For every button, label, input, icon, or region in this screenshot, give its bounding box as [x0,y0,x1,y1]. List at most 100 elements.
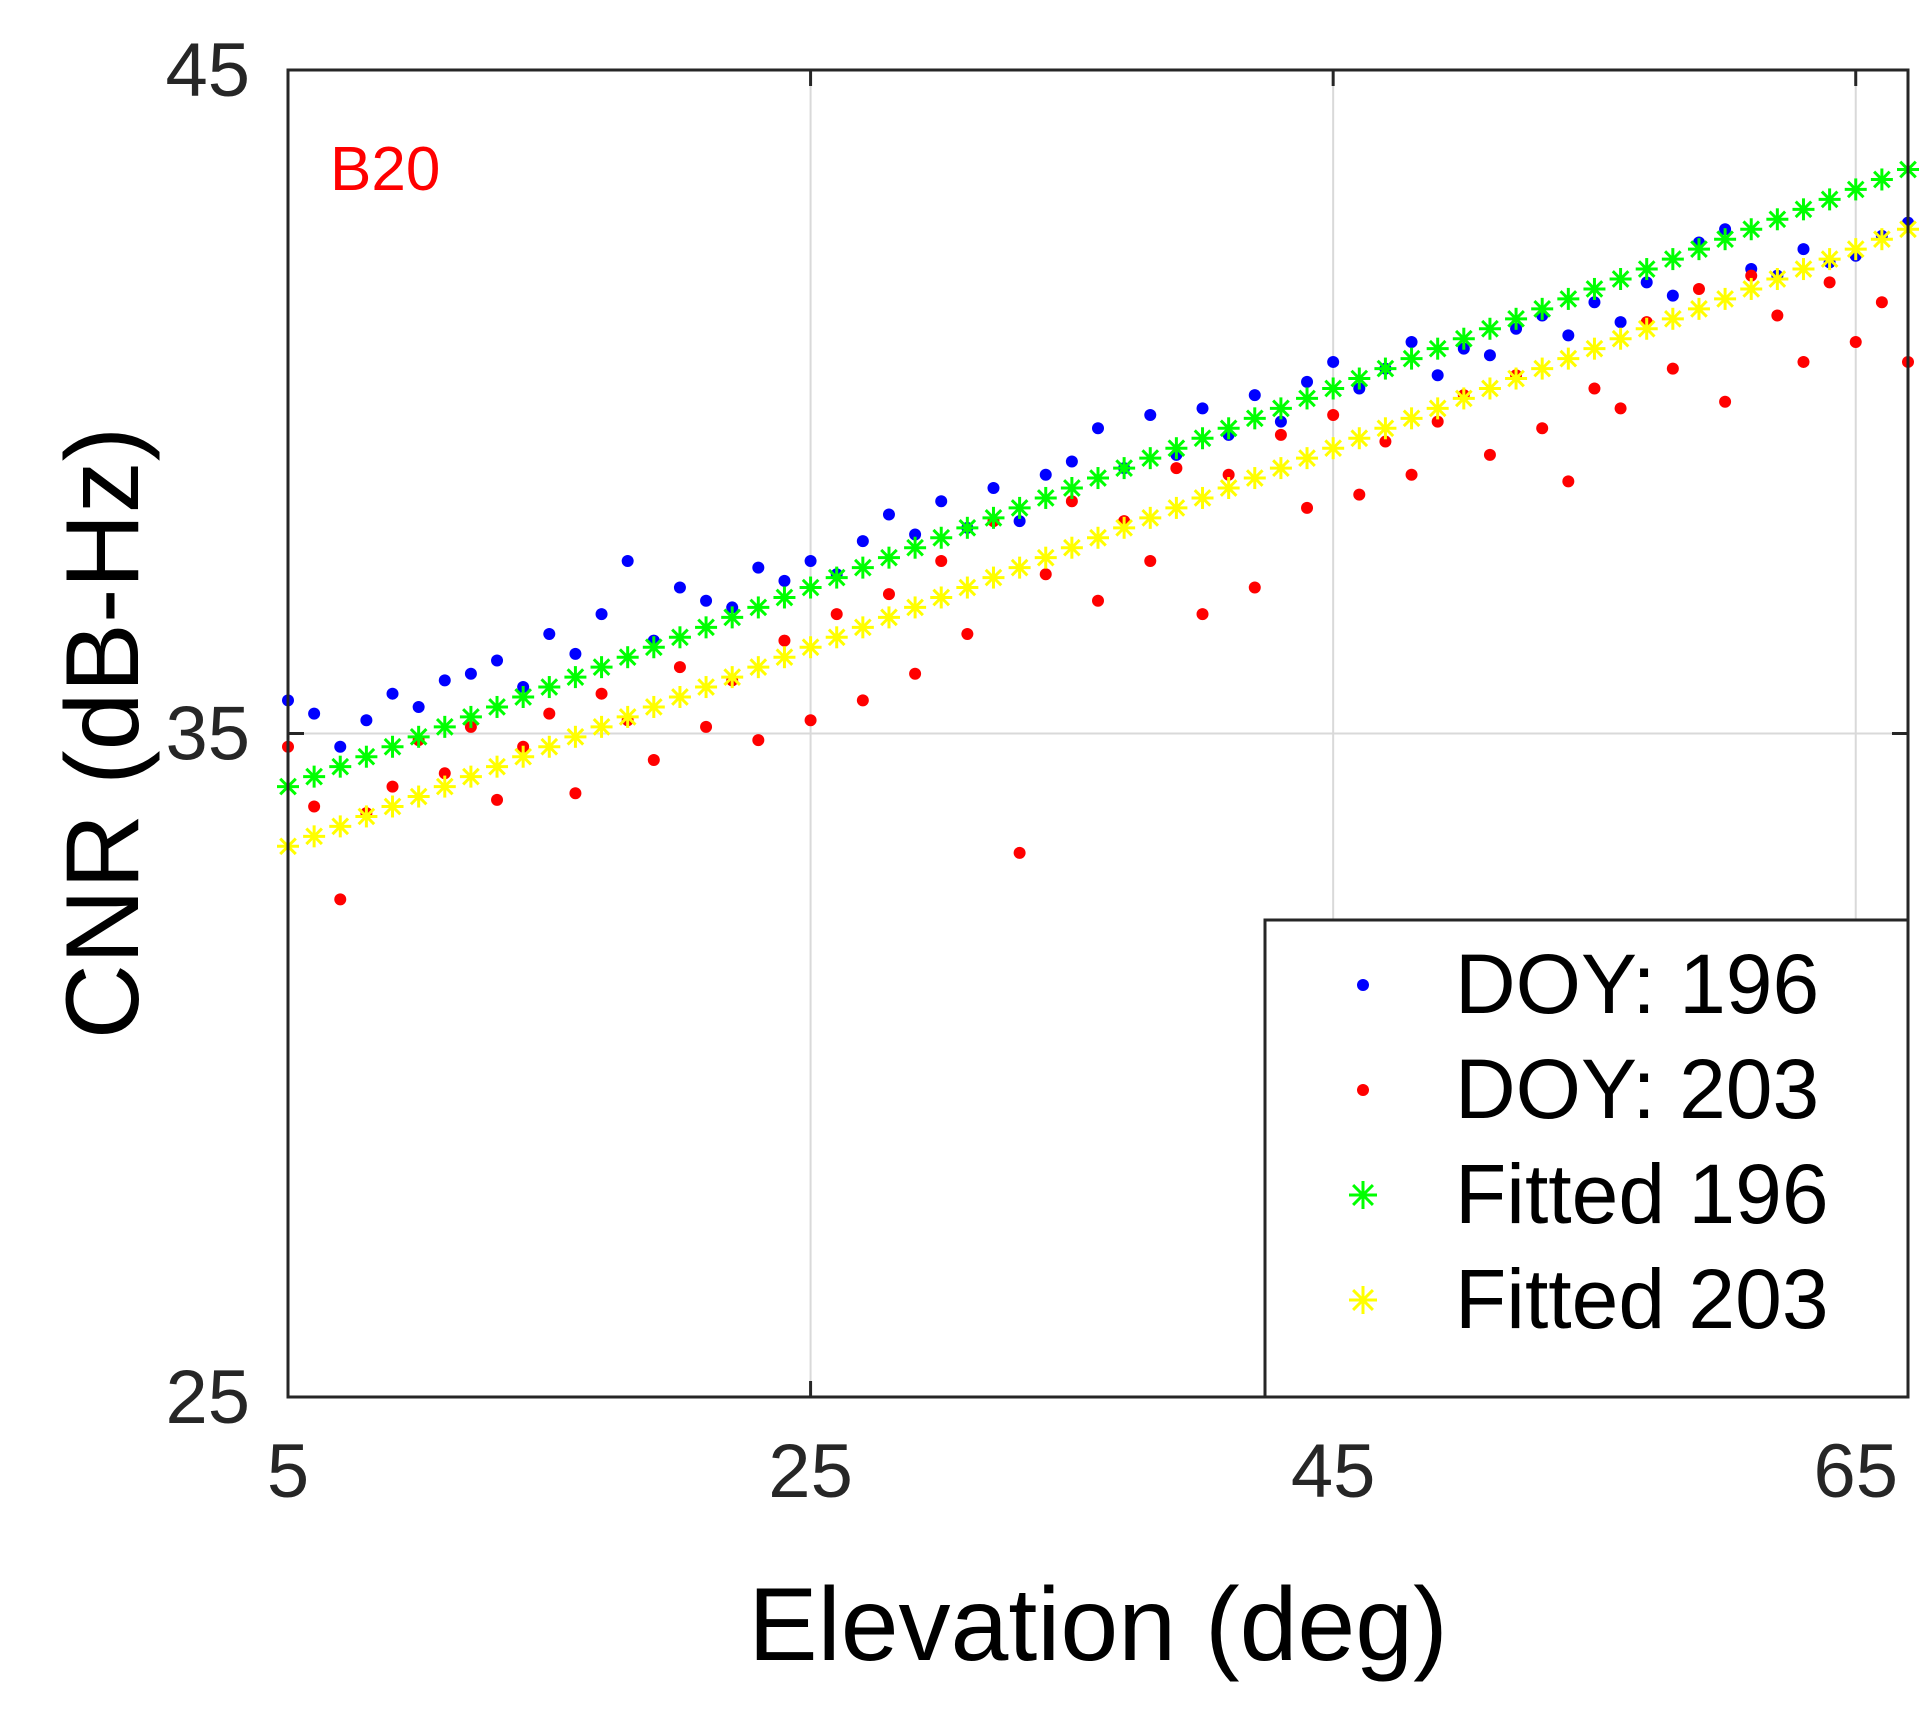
y-tick-label: 25 [165,1355,250,1440]
fit-point [1870,228,1893,251]
fit-point [1687,297,1710,320]
fit-point [1296,447,1319,470]
data-point [1065,495,1078,508]
data-point [1692,282,1705,295]
fit-point [904,536,927,559]
fit-point [1087,526,1109,549]
data-point [1797,355,1810,368]
fit-point [1060,477,1083,500]
fit-point [1426,397,1449,420]
fit-point [1217,477,1240,500]
fit-point [1217,417,1240,440]
data-point [543,627,556,640]
fit-point [695,616,718,639]
data-point [569,787,582,800]
fit-point [1740,277,1763,300]
fit-point [1818,248,1841,271]
data-point [1327,409,1340,422]
fit-point [538,676,561,699]
fit-point [1034,486,1057,509]
data-point [1431,369,1444,382]
fit-point [1400,347,1423,370]
fit-point [982,566,1005,589]
x-tick-label: 45 [1291,1429,1376,1514]
data-point [1666,289,1679,302]
fit-point [1139,506,1162,529]
data-point [987,482,1000,495]
fit-point [1766,208,1789,231]
legend-marker [1357,1084,1369,1096]
fit-point [1609,327,1632,350]
data-point [1327,355,1340,368]
fit-point [590,656,613,679]
data-point [673,581,686,594]
data-point [1274,415,1287,428]
fit-point [486,695,509,718]
data-point [491,793,504,806]
series-layer [277,158,1919,906]
fit-point [1844,238,1867,261]
fit-point [851,616,874,639]
data-point [673,661,686,674]
fit-point [1870,168,1893,191]
data-point [464,667,477,680]
data-point [778,574,791,587]
fit-point [1165,496,1188,519]
legend-marker [1357,979,1369,991]
data-point [569,647,582,660]
data-point [1562,475,1575,488]
fit-point [1714,228,1737,251]
data-point [595,687,608,700]
fit-point [1348,427,1371,450]
data-point [1614,316,1627,329]
fit-point [1322,377,1345,400]
x-tick-label: 25 [768,1429,853,1514]
fit-point [825,566,848,589]
data-point [1640,276,1653,289]
data-point [1092,594,1104,607]
data-point [804,554,817,567]
fit-point [1478,317,1501,340]
fit-point [773,586,796,609]
fit-point [1008,556,1031,579]
fit-point [1191,427,1214,450]
legend-marker [1349,1286,1377,1314]
fit-point [1792,258,1815,281]
data-point [1144,409,1157,422]
fit-point [1478,377,1501,400]
data-point [1013,846,1026,859]
data-point [438,767,451,780]
data-point [386,687,399,700]
fit-point [433,715,456,738]
annotation-b20: B20 [330,135,440,204]
fit-point [956,576,979,599]
fit-point [1531,357,1554,380]
fit-point [1661,248,1684,271]
fit-point [721,606,744,629]
y-tick-label: 45 [165,28,250,113]
fit-point [956,516,979,539]
data-point [804,714,817,727]
fit-point [1113,516,1136,539]
data-point [882,588,895,601]
fit-point [930,586,953,609]
data-point [1065,455,1078,468]
fit-point [1060,536,1083,559]
data-point [1013,515,1026,528]
data-point [1588,382,1601,395]
data-point [543,707,556,720]
fit-point [695,676,718,699]
fit-point [1557,287,1580,310]
data-point [1170,462,1183,475]
fit-point [381,795,404,818]
fit-point [329,755,352,778]
data-point [1405,336,1418,349]
data-point [1719,395,1732,408]
fit-point [355,745,378,768]
data-point [1588,296,1601,309]
fit-point [303,825,326,848]
data-point [1039,568,1052,581]
fit-point [1452,327,1475,350]
legend-label: Fitted 196 [1455,1147,1829,1241]
fit-point [1531,297,1554,320]
